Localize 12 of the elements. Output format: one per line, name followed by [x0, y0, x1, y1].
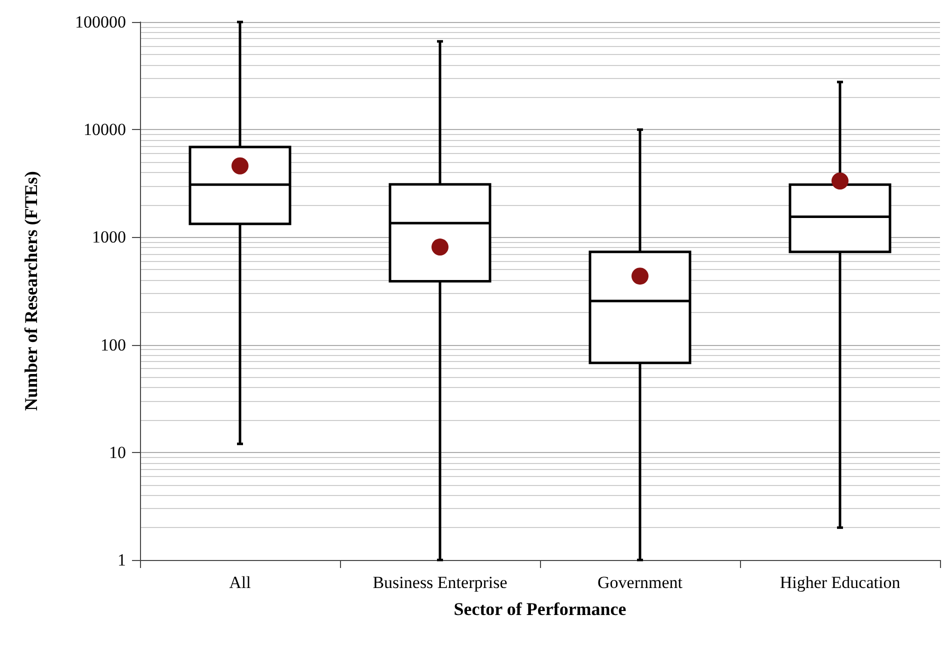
- y-tick-label: 100: [100, 335, 126, 354]
- y-tick-label: 10: [109, 442, 126, 462]
- y-tick-label: 10000: [84, 120, 126, 140]
- y-axis-title: Number of Researchers (FTEs): [21, 171, 41, 411]
- x-tick-label: Higher Education: [780, 573, 901, 592]
- x-tick-label: Business Enterprise: [372, 573, 508, 592]
- x-axis-title: Sector of Performance: [454, 599, 626, 619]
- y-tick-label: 1000: [92, 228, 126, 247]
- x-tick-label: Government: [598, 573, 683, 592]
- x-tick-label: All: [229, 573, 252, 592]
- y-tick-label: 100000: [75, 12, 126, 32]
- y-tick-label: 1: [118, 550, 126, 570]
